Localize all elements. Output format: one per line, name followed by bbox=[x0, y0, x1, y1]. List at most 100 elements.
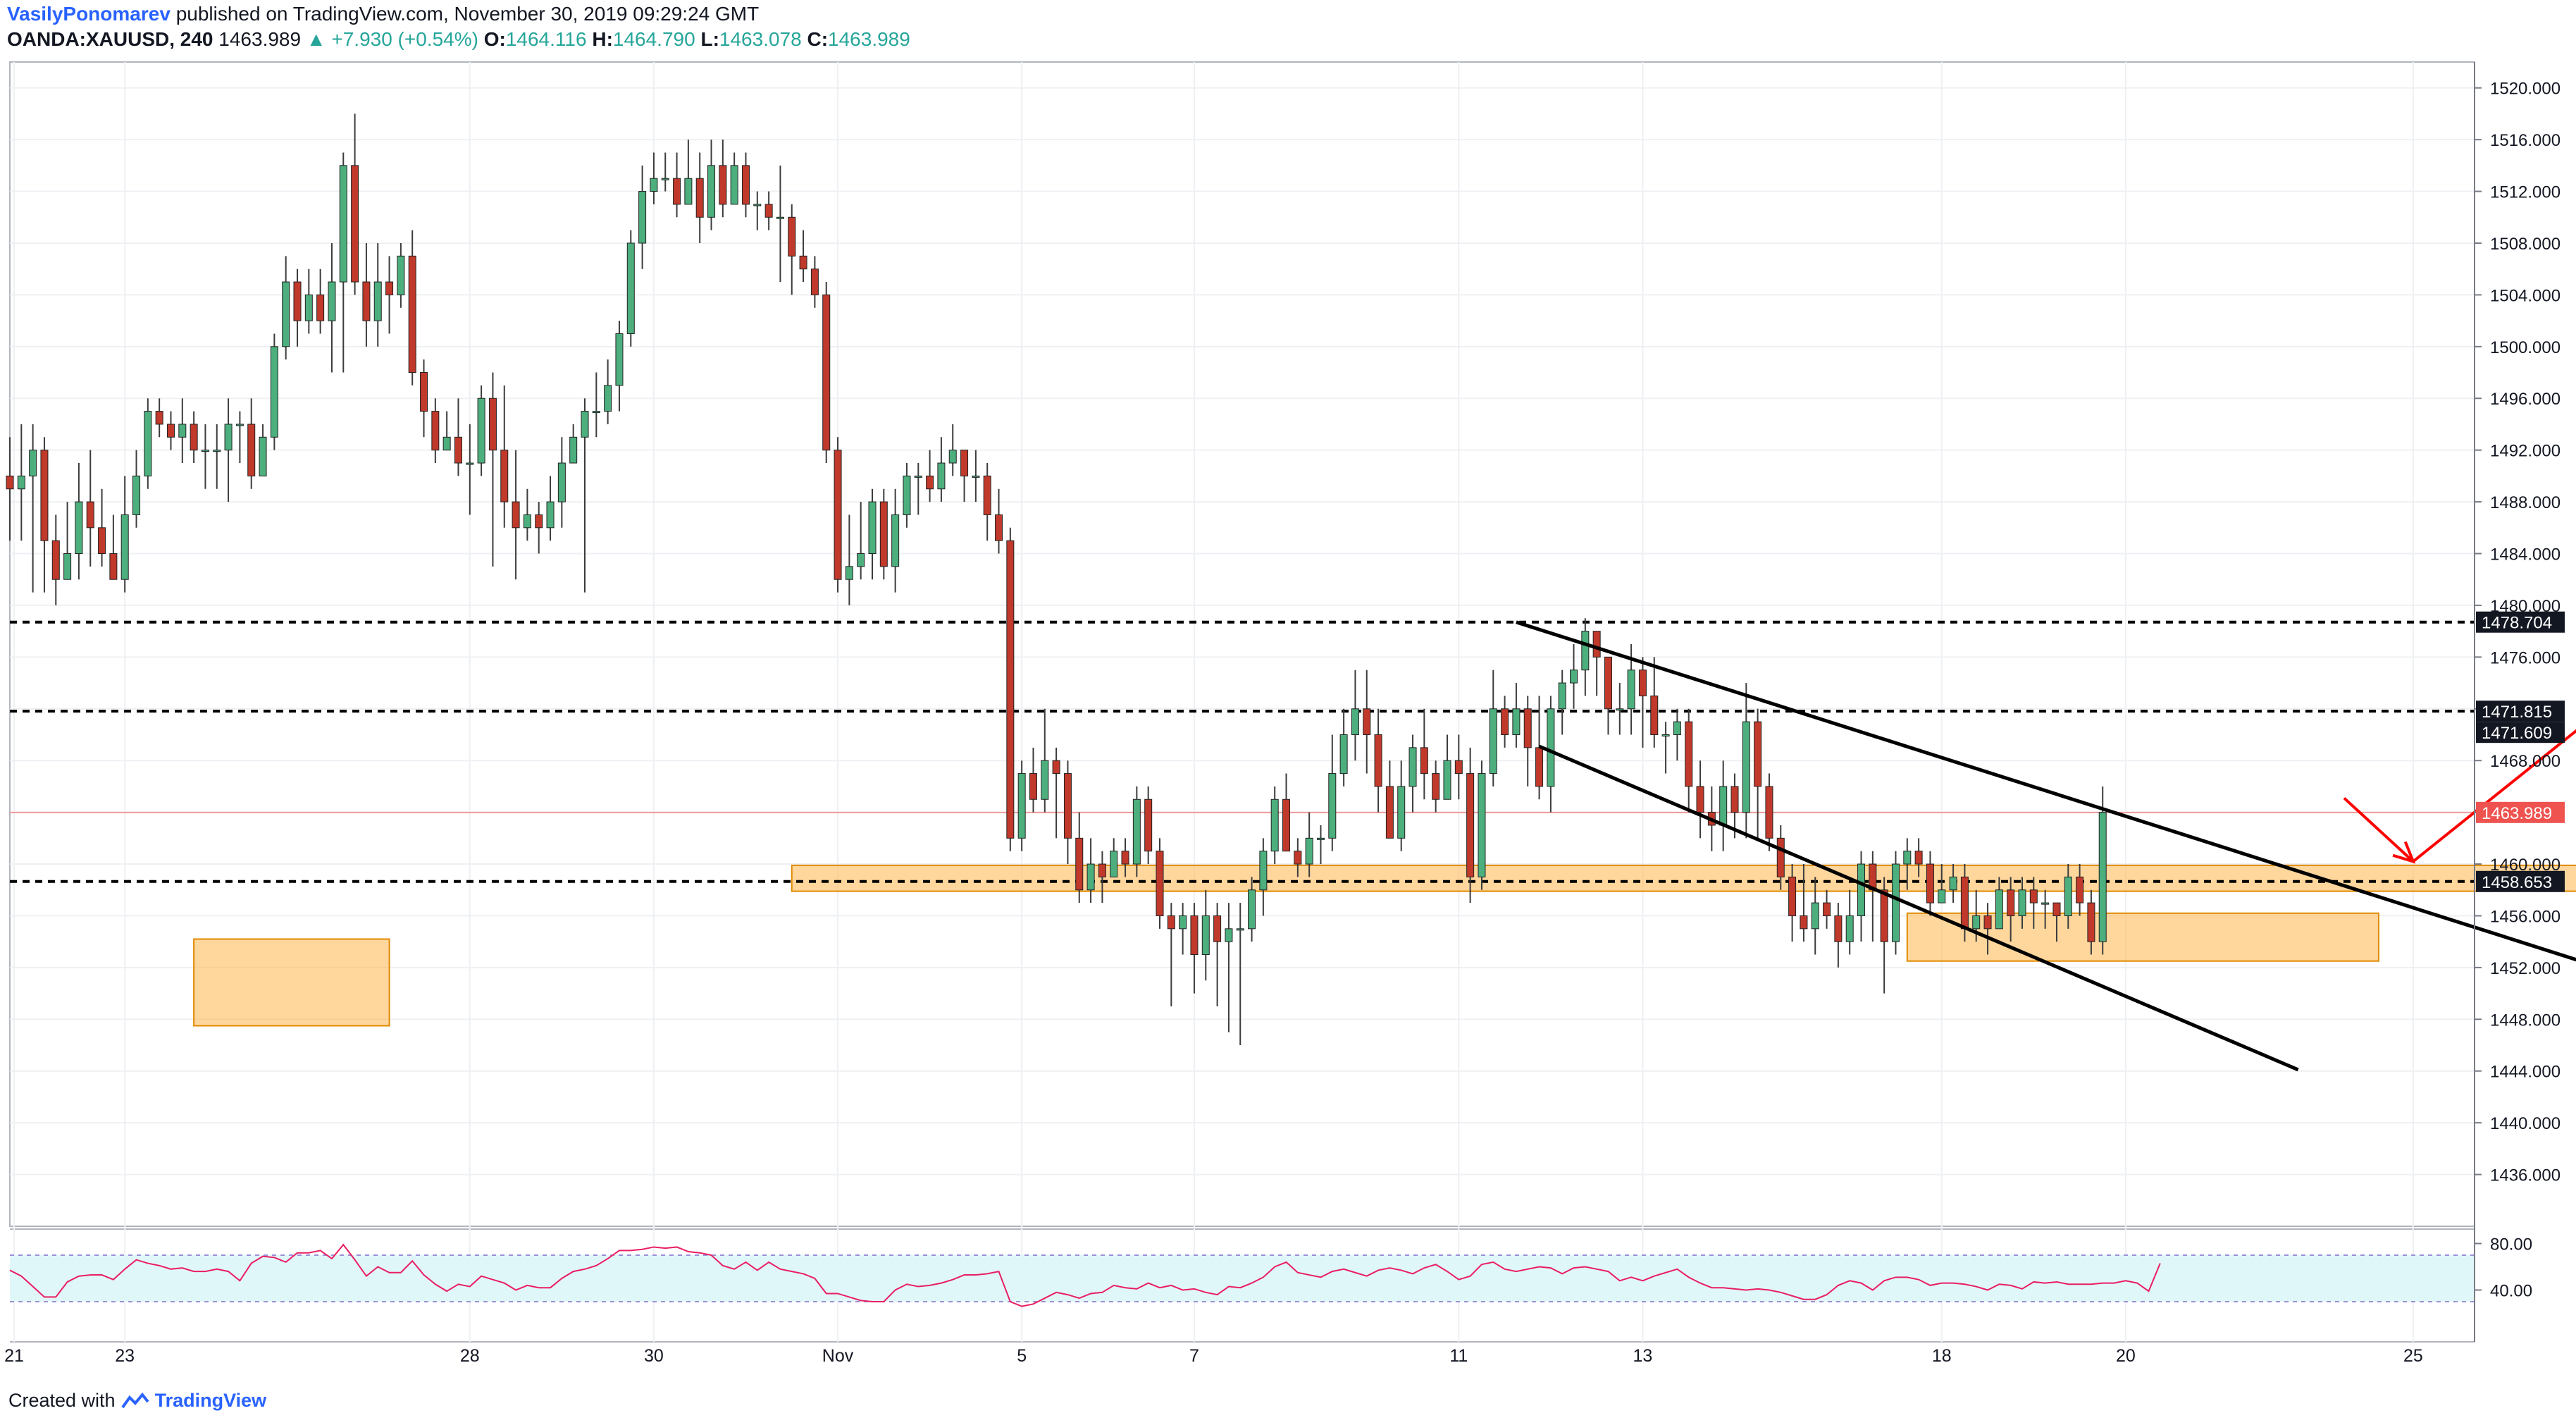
candle bbox=[1351, 670, 1359, 761]
candle-body bbox=[442, 436, 451, 451]
candle bbox=[1501, 696, 1509, 748]
candle bbox=[51, 514, 60, 605]
candle-body bbox=[1167, 915, 1175, 930]
candle bbox=[1132, 786, 1141, 877]
candle bbox=[1006, 527, 1015, 851]
candle bbox=[1305, 812, 1313, 877]
published-text: published on TradingView.com, November 3… bbox=[175, 3, 760, 25]
candle-body bbox=[2064, 876, 2072, 916]
candle bbox=[1029, 747, 1037, 813]
candle-body bbox=[166, 424, 175, 438]
high-value: 1464.790 bbox=[612, 28, 695, 50]
candle-body bbox=[615, 333, 624, 386]
candle bbox=[834, 437, 842, 593]
candle bbox=[1478, 760, 1486, 890]
candle-body bbox=[1201, 915, 1210, 956]
candle bbox=[1604, 656, 1612, 735]
candle bbox=[535, 502, 543, 554]
candle-body bbox=[1547, 708, 1555, 787]
candle-body bbox=[673, 178, 681, 205]
candle bbox=[1098, 851, 1106, 903]
candle-body bbox=[1132, 798, 1141, 865]
price-label: 1471.815 bbox=[2482, 703, 2552, 722]
candle-body bbox=[1627, 670, 1635, 710]
candle-body bbox=[51, 540, 60, 580]
candle bbox=[155, 398, 163, 438]
candle bbox=[1845, 889, 1854, 955]
candle bbox=[282, 256, 290, 360]
x-tick-label: 18 bbox=[1932, 1346, 1952, 1366]
candle-body bbox=[741, 165, 750, 205]
candle bbox=[1489, 670, 1497, 786]
candle bbox=[1408, 734, 1417, 813]
y-tick-label: 1520.000 bbox=[2490, 80, 2560, 99]
chart-grid bbox=[9, 61, 2475, 1343]
candle bbox=[373, 242, 382, 347]
support-zone bbox=[791, 864, 2576, 892]
candle-body bbox=[684, 178, 693, 205]
candle bbox=[1328, 734, 1337, 851]
candle-body bbox=[247, 424, 256, 476]
x-tick-label: 7 bbox=[1189, 1346, 1199, 1366]
candle-body bbox=[1294, 851, 1302, 865]
author-name[interactable]: VasilyPonomarev bbox=[7, 3, 171, 25]
candle bbox=[259, 424, 267, 476]
candle bbox=[1397, 760, 1406, 851]
candle-body bbox=[1661, 734, 1670, 736]
candle-body bbox=[477, 397, 485, 464]
candle bbox=[868, 488, 877, 580]
candle bbox=[1282, 773, 1291, 852]
candle-body bbox=[1179, 915, 1187, 930]
candle bbox=[1730, 773, 1739, 839]
candle bbox=[1903, 838, 1912, 890]
candle-body bbox=[1086, 863, 1095, 891]
candle bbox=[466, 424, 474, 515]
trend-drawings bbox=[1516, 620, 2576, 1072]
candle-body bbox=[293, 281, 302, 321]
price-label: 1458.653 bbox=[2482, 873, 2552, 892]
candle-body bbox=[2029, 889, 2038, 903]
candle bbox=[385, 256, 394, 334]
candle-body bbox=[1581, 631, 1590, 671]
y-tick-label: 1488.000 bbox=[2490, 493, 2560, 512]
candle bbox=[1891, 851, 1900, 955]
candle-body bbox=[1328, 773, 1337, 839]
candle-body bbox=[523, 514, 531, 529]
tradingview-brand[interactable]: TradingView bbox=[154, 1390, 267, 1411]
candle-body bbox=[1638, 670, 1647, 696]
candle-body bbox=[1949, 876, 1957, 891]
candle bbox=[776, 165, 784, 283]
candle bbox=[1156, 838, 1164, 929]
candle bbox=[741, 152, 750, 218]
candle-body bbox=[1972, 915, 1981, 930]
x-tick-label: 21 bbox=[4, 1346, 24, 1366]
candle-body bbox=[155, 411, 163, 425]
candle bbox=[304, 269, 313, 334]
rsi-tick-label: 80.00 bbox=[2490, 1235, 2532, 1254]
candle bbox=[1523, 696, 1532, 786]
candle bbox=[1075, 812, 1084, 903]
candle-body bbox=[86, 501, 94, 529]
candle bbox=[178, 398, 187, 464]
candle bbox=[6, 437, 14, 541]
candle bbox=[1938, 864, 1946, 903]
candle-body bbox=[1800, 915, 1808, 930]
x-tick-label: 5 bbox=[1017, 1346, 1027, 1366]
candle-body bbox=[282, 281, 290, 347]
candle-body bbox=[2098, 812, 2107, 942]
candle bbox=[1696, 760, 1704, 839]
candle-body bbox=[857, 553, 865, 567]
candle bbox=[995, 488, 1003, 554]
candle bbox=[1857, 851, 1866, 942]
price-change: +7.930 (+0.54%) bbox=[331, 28, 478, 50]
candle bbox=[1443, 734, 1451, 800]
candle bbox=[2087, 889, 2095, 955]
candle bbox=[316, 269, 325, 334]
candle-body bbox=[1938, 889, 1946, 903]
candle-body bbox=[1339, 734, 1348, 775]
x-tick-label: Nov bbox=[822, 1346, 854, 1366]
trend-line bbox=[1538, 744, 2299, 1072]
candle bbox=[661, 152, 669, 192]
candle-body bbox=[1351, 708, 1359, 735]
